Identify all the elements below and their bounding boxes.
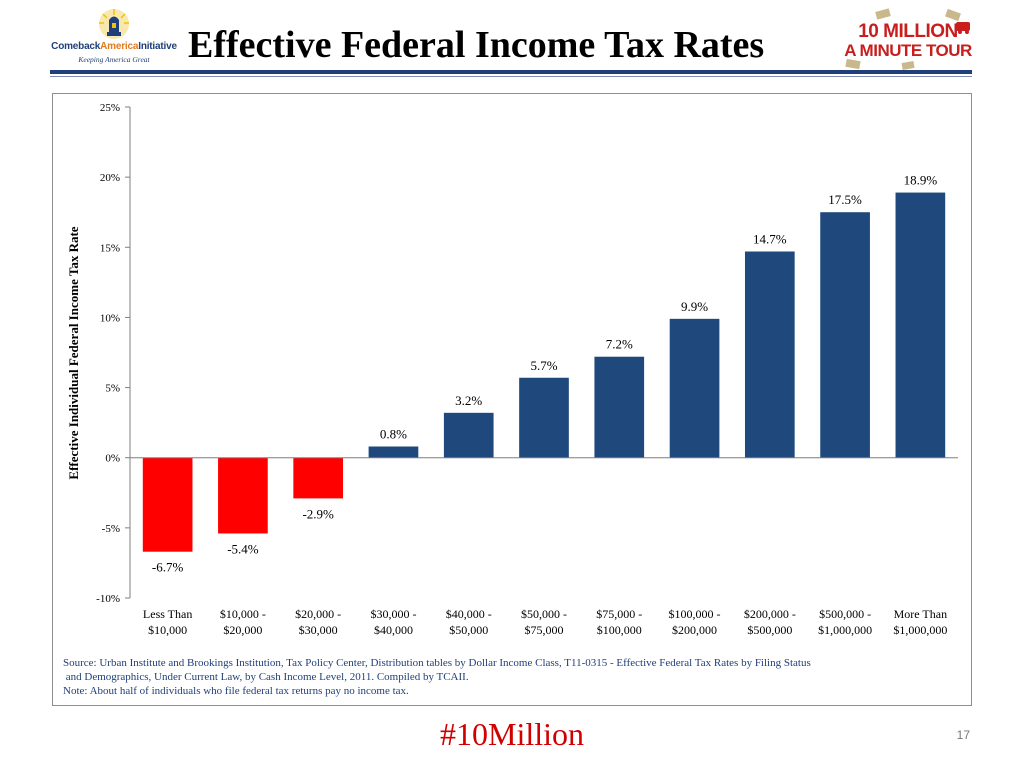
- category-label: $50,000: [449, 623, 488, 637]
- bar: [895, 192, 946, 458]
- category-label: $75,000: [525, 623, 564, 637]
- bar: [293, 457, 344, 499]
- category-label: $40,000: [374, 623, 413, 637]
- bar: [744, 251, 795, 458]
- logo-tagline: Keeping America Great: [78, 55, 150, 64]
- bar: [368, 446, 419, 458]
- comeback-america-logo: ComebackAmericaInitiative Keeping Americ…: [50, 8, 178, 68]
- y-tick-label: 20%: [100, 172, 120, 184]
- bar: [142, 457, 193, 552]
- category-label: $500,000 -: [819, 607, 871, 621]
- category-label: $1,000,000: [818, 623, 872, 637]
- category-label: $40,000 -: [446, 607, 492, 621]
- category-label: $200,000: [672, 623, 717, 637]
- data-label: 9.9%: [681, 299, 708, 314]
- data-label: 18.9%: [904, 173, 938, 188]
- bar: [820, 212, 870, 458]
- bar: [594, 356, 645, 458]
- tour-badge-icon: [845, 8, 970, 70]
- data-label: 0.8%: [380, 426, 407, 441]
- source-line-2: and Demographics, Under Current Law, by …: [63, 671, 469, 683]
- tour-logo-line1: 10 MILLION: [858, 21, 958, 42]
- y-axis-title: Effective Individual Federal Income Tax …: [66, 226, 81, 479]
- y-tick-label: -10%: [96, 593, 120, 605]
- category-label: $20,000: [223, 623, 262, 637]
- data-label: 17.5%: [828, 192, 862, 207]
- data-label: 14.7%: [753, 231, 787, 246]
- category-label: $100,000: [597, 623, 642, 637]
- bar: [218, 457, 268, 534]
- y-tick-label: 25%: [100, 102, 120, 114]
- data-label: -6.7%: [152, 560, 184, 575]
- category-label: $30,000 -: [370, 607, 416, 621]
- category-label: $50,000 -: [521, 607, 567, 621]
- category-label: $100,000 -: [669, 607, 721, 621]
- category-label: $1,000,000: [893, 623, 947, 637]
- hashtag: #10Million: [439, 716, 584, 752]
- bar: [519, 377, 569, 458]
- category-label: $10,000 -: [220, 607, 266, 621]
- header-rule: [50, 70, 972, 74]
- lighthouse-icon: [99, 9, 129, 39]
- page-number: 17: [956, 728, 970, 742]
- category-label: Less Than: [143, 607, 192, 621]
- ten-million-tour-logo: 10 MILLION A MINUTE TOUR: [842, 8, 974, 72]
- bar: [669, 318, 720, 458]
- category-label: $20,000 -: [295, 607, 341, 621]
- category-label: $200,000 -: [744, 607, 796, 621]
- source-line-1: Source: Urban Institute and Brookings In…: [63, 657, 811, 669]
- category-label: $500,000: [747, 623, 792, 637]
- y-tick-label: 0%: [105, 453, 120, 465]
- y-tick-label: 15%: [100, 242, 120, 254]
- category-label: $10,000: [148, 623, 187, 637]
- chart-frame: [52, 93, 972, 706]
- category-label: $30,000: [299, 623, 338, 637]
- y-tick-label: 10%: [100, 312, 120, 324]
- tour-logo-line2: A MINUTE TOUR: [844, 41, 972, 60]
- header-rule-thin: [50, 76, 972, 77]
- data-label: 7.2%: [606, 337, 633, 352]
- category-label: More Than: [894, 607, 947, 621]
- data-label: -2.9%: [302, 506, 334, 521]
- data-label: 5.7%: [530, 358, 557, 373]
- data-label: 3.2%: [455, 393, 482, 408]
- category-label: $75,000 -: [596, 607, 642, 621]
- source-note-line: Note: About half of individuals who file…: [63, 685, 409, 697]
- bar: [443, 412, 494, 458]
- logo-wordmark: ComebackAmericaInitiative: [51, 41, 177, 52]
- source-note: Source: Urban Institute and Brookings In…: [63, 656, 963, 698]
- y-tick-label: -5%: [102, 523, 120, 535]
- page-title: Effective Federal Income Tax Rates: [188, 24, 765, 66]
- data-label: -5.4%: [227, 541, 259, 556]
- y-tick-label: 5%: [105, 383, 120, 395]
